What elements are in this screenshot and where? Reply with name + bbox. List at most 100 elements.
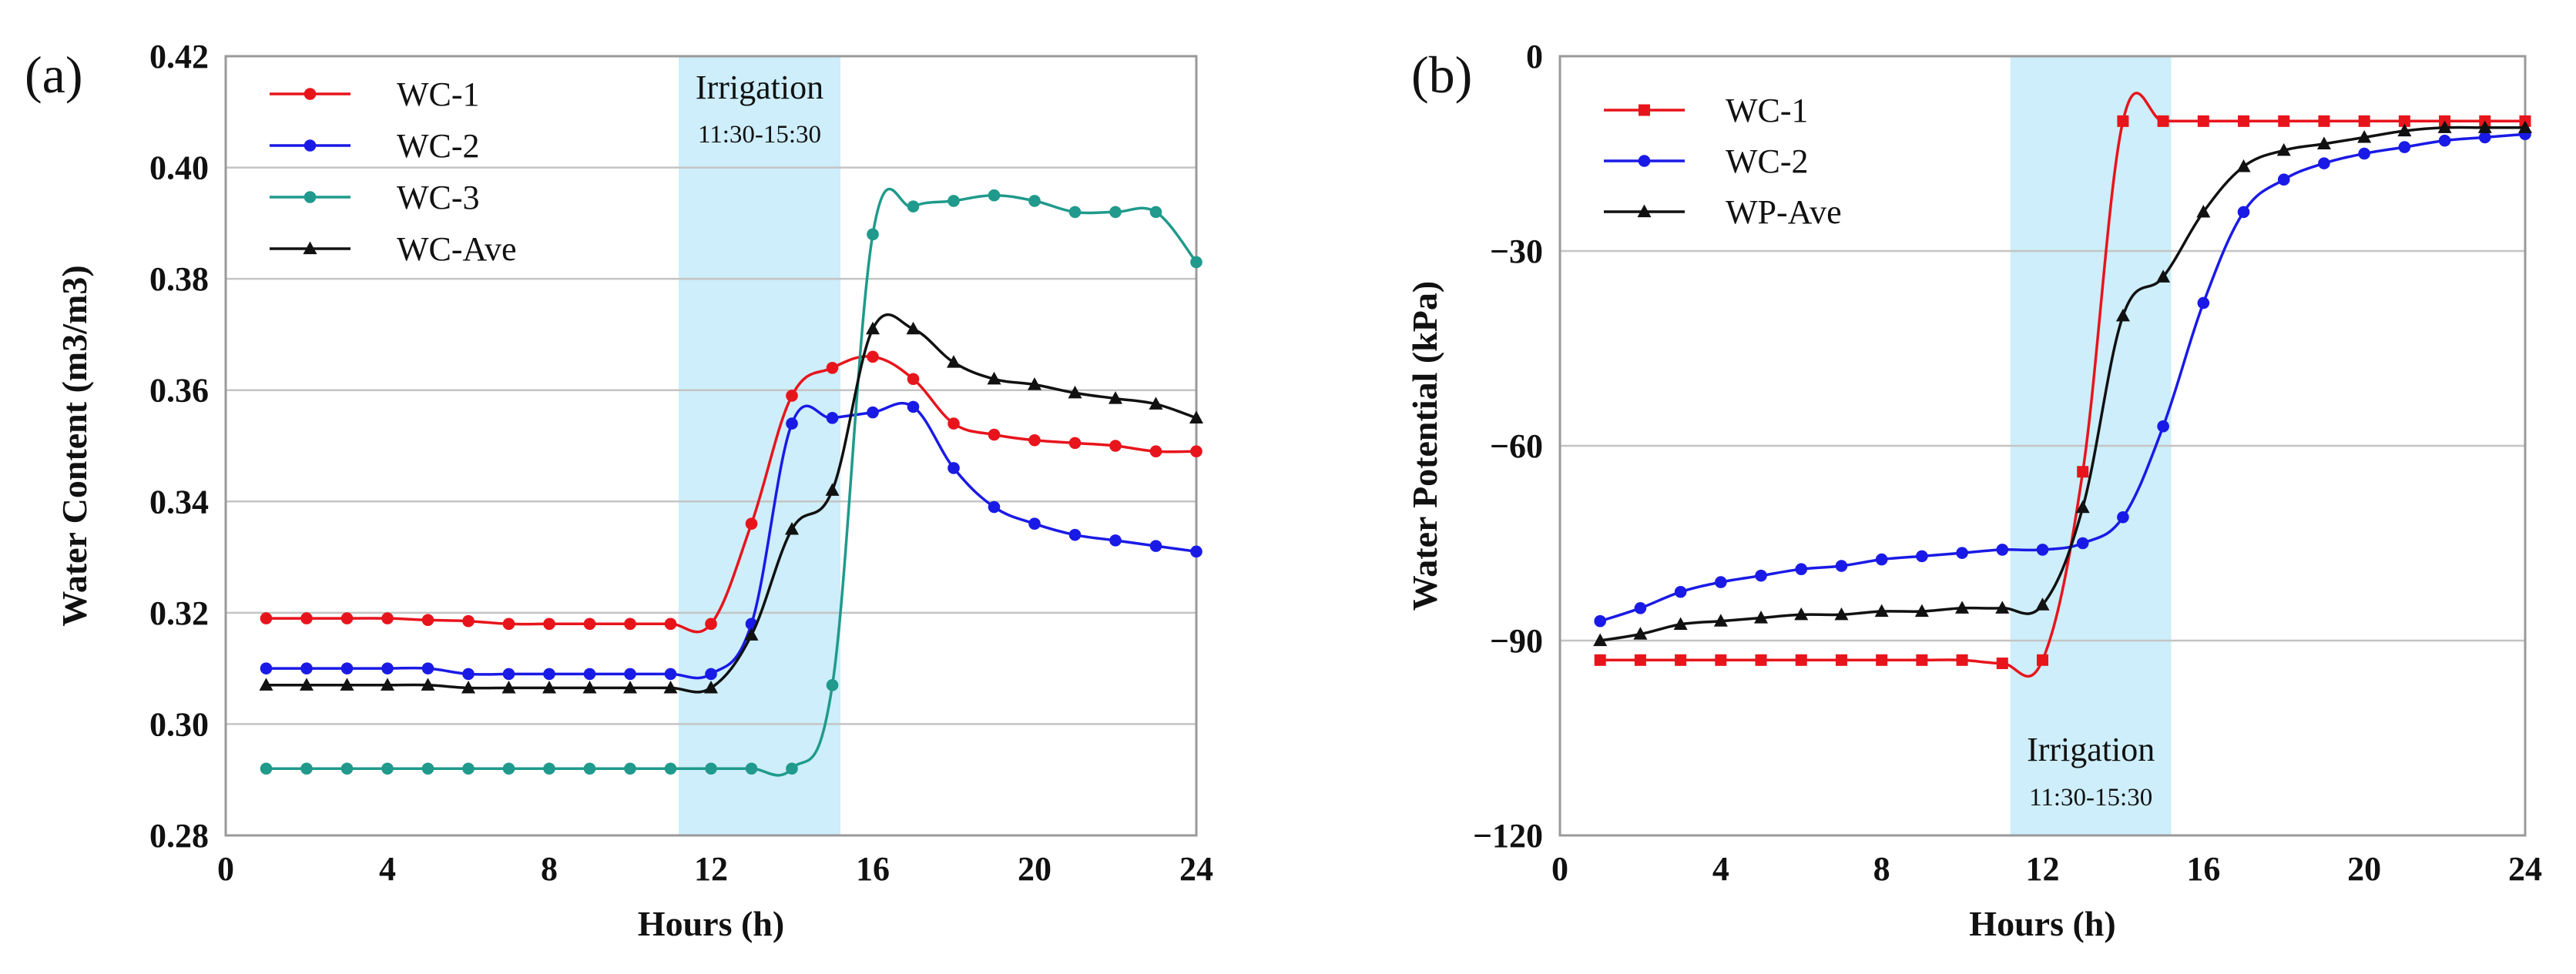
x-tick-label: 0: [1551, 850, 1568, 888]
data-point: [1674, 585, 1687, 598]
y-tick-label: 0.40: [149, 149, 209, 187]
data-point: [2117, 115, 2129, 127]
data-point: [1874, 604, 1889, 618]
series-wc-1: [1594, 92, 2531, 678]
y-tick-label: 0.38: [149, 260, 209, 298]
data-point: [2397, 123, 2412, 137]
legend-entry: WC-Ave: [270, 230, 517, 268]
data-point: [2277, 173, 2290, 186]
data-point: [948, 462, 960, 474]
legend-marker: [304, 191, 317, 203]
irrigation-time: 11:30-15:30: [698, 121, 821, 149]
irrigation-label: Irrigation: [2027, 731, 2155, 768]
series-wp-ave: [1593, 120, 2532, 647]
series-wc-2: [260, 400, 1202, 681]
y-axis-title: Water Content (m3/m3): [55, 265, 94, 626]
irrigation-band: [679, 56, 840, 835]
x-tick-label: 20: [2347, 850, 2381, 888]
data-point: [1109, 440, 1122, 452]
series-wc-1: [260, 350, 1202, 634]
data-point: [1149, 206, 1162, 219]
data-point: [502, 762, 515, 775]
data-point: [542, 680, 556, 694]
data-point: [786, 417, 798, 430]
data-point: [1715, 576, 1727, 588]
irrigation-label: Irrigation: [696, 69, 823, 106]
data-point: [1715, 654, 1727, 666]
data-point: [462, 614, 475, 628]
data-point: [381, 678, 394, 691]
x-tick-label: 24: [2508, 850, 2542, 888]
data-point: [421, 662, 434, 674]
y-tick-label: 0.32: [149, 594, 209, 632]
data-point: [987, 371, 1001, 385]
legend-marker: [1639, 104, 1650, 116]
data-point: [907, 373, 920, 386]
data-point: [664, 618, 677, 631]
data-point: [745, 762, 758, 775]
x-tick-label: 24: [1179, 850, 1213, 888]
data-point: [2518, 120, 2532, 133]
data-point: [907, 200, 920, 213]
data-point: [1593, 633, 1608, 647]
data-point: [1755, 654, 1767, 666]
legend-label: WC-3: [397, 179, 480, 216]
data-point: [1189, 410, 1203, 423]
data-point: [705, 668, 717, 681]
x-tick-label: 12: [694, 850, 728, 888]
data-point: [1955, 601, 1970, 614]
data-point: [300, 762, 313, 775]
legend-entry: WC-2: [1604, 142, 1809, 180]
data-point: [1028, 517, 1041, 530]
data-point: [543, 618, 555, 631]
series-wc-ave: [259, 313, 1203, 694]
data-point: [1675, 654, 1687, 666]
data-point: [1594, 614, 1607, 628]
data-point: [1795, 563, 1808, 576]
data-point: [906, 321, 921, 335]
data-point: [1996, 544, 2009, 556]
legend-label: WC-Ave: [397, 230, 517, 268]
data-point: [1068, 437, 1082, 450]
data-point: [1996, 658, 2008, 670]
legend-label: WC-2: [1726, 142, 1809, 180]
legend-marker: [304, 139, 317, 152]
data-point: [664, 668, 677, 681]
data-point: [826, 412, 839, 424]
panel-label: (b): [1411, 45, 1472, 104]
data-point: [2477, 120, 2492, 133]
data-point: [1109, 534, 1122, 547]
data-point: [624, 762, 636, 775]
data-point: [2117, 510, 2129, 524]
data-point: [2035, 597, 2050, 611]
data-point: [1995, 601, 2010, 614]
data-point: [421, 614, 434, 627]
data-point: [786, 390, 798, 402]
data-point: [1109, 206, 1122, 219]
data-point: [2076, 537, 2089, 550]
data-point: [2077, 466, 2089, 478]
y-tick-label: 0.34: [149, 483, 209, 520]
data-point: [2156, 269, 2171, 283]
data-point: [1794, 607, 1809, 621]
x-axis-title: Hours (h): [1969, 904, 2115, 943]
data-point: [543, 762, 555, 775]
y-tick-label: 0.28: [149, 817, 209, 855]
data-point: [867, 406, 879, 419]
data-point: [2236, 159, 2251, 172]
data-point: [2196, 204, 2211, 218]
data-point: [2478, 131, 2491, 144]
data-point: [2357, 129, 2372, 143]
data-point: [1875, 553, 1888, 566]
data-point: [1713, 614, 1728, 627]
y-axis-title: Water Potential (kPa): [1405, 281, 1444, 611]
data-point: [2318, 115, 2330, 127]
data-point: [1634, 602, 1647, 614]
data-point: [948, 195, 960, 207]
data-point: [785, 521, 799, 535]
data-point: [1834, 607, 1849, 621]
data-point: [1028, 195, 1041, 207]
data-point: [1876, 654, 1888, 666]
data-point: [623, 680, 637, 694]
